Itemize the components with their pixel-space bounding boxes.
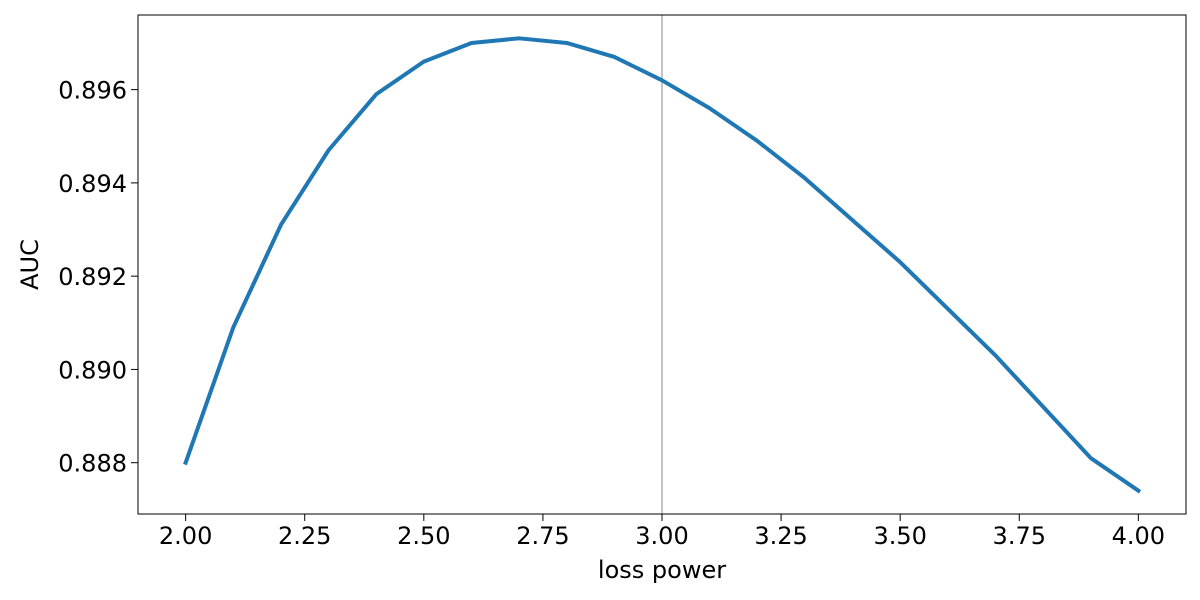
x-axis-ticks: 2.00 2.25 2.50 2.75 3.00 3.25 3.50 3.75 4.00 <box>159 514 1165 550</box>
x-tick-label: 3.75 <box>993 522 1046 550</box>
x-tick-label: 3.25 <box>754 522 807 550</box>
x-tick-label: 2.50 <box>397 522 450 550</box>
y-tick-label: 0.892 <box>58 263 127 291</box>
y-axis-label: AUC <box>16 239 44 290</box>
x-tick-label: 2.00 <box>159 522 212 550</box>
x-tick-label: 3.50 <box>873 522 926 550</box>
y-tick-label: 0.894 <box>58 170 127 198</box>
x-tick-label: 3.00 <box>635 522 688 550</box>
x-axis-label: loss power <box>598 556 726 584</box>
series-line <box>183 36 1142 494</box>
x-tick-label: 2.25 <box>278 522 331 550</box>
x-tick-label: 2.75 <box>516 522 569 550</box>
series-layer <box>183 36 1142 494</box>
y-tick-label: 0.890 <box>58 356 127 384</box>
y-tick-label: 0.896 <box>58 77 127 105</box>
x-tick-label: 4.00 <box>1112 522 1165 550</box>
y-axis-ticks: 0.888 0.890 0.892 0.894 0.896 <box>58 77 138 478</box>
y-tick-label: 0.888 <box>58 450 127 478</box>
